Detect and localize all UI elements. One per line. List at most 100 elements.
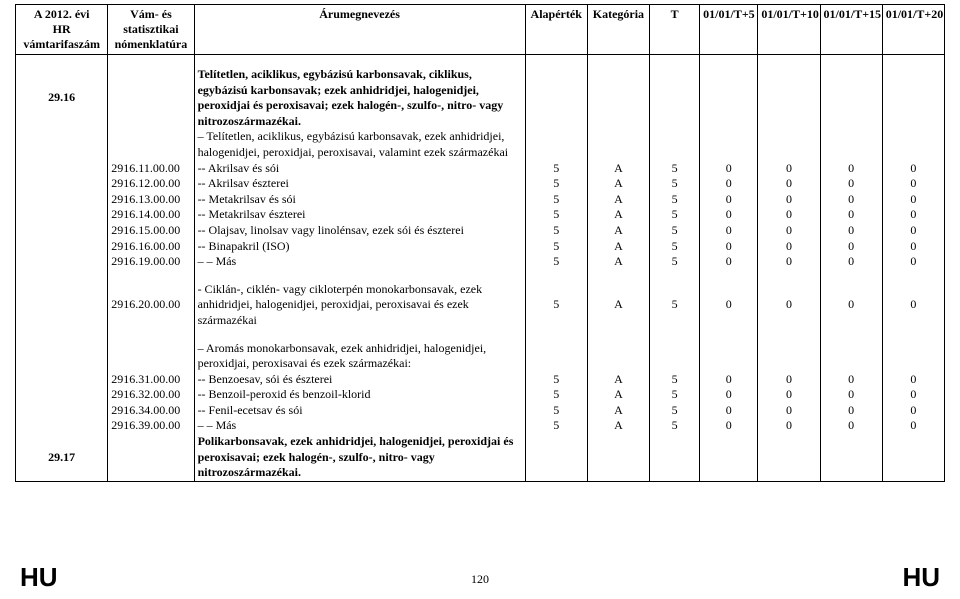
t20: 0 xyxy=(882,403,944,419)
tariff-page: A 2012. évi HR vámtarifaszám Vám- és sta… xyxy=(0,4,960,599)
t: 5 xyxy=(650,418,700,434)
val: 5 xyxy=(525,223,587,239)
t20: 0 xyxy=(882,372,944,388)
t: 5 xyxy=(650,282,700,329)
t: 5 xyxy=(650,254,700,270)
val: 5 xyxy=(525,403,587,419)
t: 5 xyxy=(650,223,700,239)
desc: -- Akrilsav és sói xyxy=(194,161,525,177)
t5: 0 xyxy=(700,239,758,255)
cat: A xyxy=(587,282,649,329)
section-subtitle: – Aromás monokarbonsavak, ezek anhidridj… xyxy=(194,341,525,372)
footer-page-number: 120 xyxy=(0,572,960,587)
t20: 0 xyxy=(882,161,944,177)
t10: 0 xyxy=(758,192,820,208)
t5: 0 xyxy=(700,418,758,434)
col-t15: 01/01/T+15 xyxy=(820,5,882,55)
spacer xyxy=(16,329,945,341)
table-row: 2916.19.00.00 – – Más 5 A 5 0 0 0 0 xyxy=(16,254,945,270)
desc: -- Binapakril (ISO) xyxy=(194,239,525,255)
t5: 0 xyxy=(700,223,758,239)
table-row: 2916.11.00.00 -- Akrilsav és sói 5 A 5 0… xyxy=(16,161,945,177)
table-row: 2916.13.00.00 -- Metakrilsav és sói 5 A … xyxy=(16,192,945,208)
t5: 0 xyxy=(700,254,758,270)
cat: A xyxy=(587,372,649,388)
col-val: Alapérték xyxy=(525,5,587,55)
t20: 0 xyxy=(882,254,944,270)
t15: 0 xyxy=(820,239,882,255)
nom-code: 2916.20.00.00 xyxy=(108,282,194,329)
t10: 0 xyxy=(758,254,820,270)
nom-code: 2916.13.00.00 xyxy=(108,192,194,208)
nom-code: 2916.34.00.00 xyxy=(108,403,194,419)
t15: 0 xyxy=(820,223,882,239)
val: 5 xyxy=(525,254,587,270)
desc: -- Fenil-ecetsav és sói xyxy=(194,403,525,419)
t: 5 xyxy=(650,207,700,223)
val: 5 xyxy=(525,207,587,223)
section-sub-row: – Aromás monokarbonsavak, ezek anhidridj… xyxy=(16,341,945,372)
cat: A xyxy=(587,403,649,419)
footer-lang-right: HU xyxy=(902,562,940,593)
t15: 0 xyxy=(820,282,882,329)
desc: -- Olajsav, linolsav vagy linolénsav, ez… xyxy=(194,223,525,239)
t15: 0 xyxy=(820,161,882,177)
cat: A xyxy=(587,207,649,223)
nom-code: 2916.15.00.00 xyxy=(108,223,194,239)
col-t10: 01/01/T+10 xyxy=(758,5,820,55)
section-sub-row: – Telítetlen, aciklikus, egybázisú karbo… xyxy=(16,129,945,160)
t15: 0 xyxy=(820,207,882,223)
nom-code: 2916.16.00.00 xyxy=(108,239,194,255)
table-row: 2916.16.00.00 -- Binapakril (ISO) 5 A 5 … xyxy=(16,239,945,255)
table-row: 2916.39.00.00 – – Más 5 A 5 0 0 0 0 xyxy=(16,418,945,434)
t5: 0 xyxy=(700,387,758,403)
cat: A xyxy=(587,239,649,255)
t10: 0 xyxy=(758,282,820,329)
t5: 0 xyxy=(700,403,758,419)
table-row: 2916.31.00.00 -- Benzoesav, sói és észte… xyxy=(16,372,945,388)
spacer xyxy=(16,55,945,68)
cell xyxy=(108,67,194,129)
desc: -- Akrilsav észterei xyxy=(194,176,525,192)
t5: 0 xyxy=(700,161,758,177)
desc: -- Benzoil-peroxid és benzoil-klorid xyxy=(194,387,525,403)
t15: 0 xyxy=(820,418,882,434)
table-row: 2916.34.00.00 -- Fenil-ecetsav és sói 5 … xyxy=(16,403,945,419)
t20: 0 xyxy=(882,418,944,434)
t20: 0 xyxy=(882,223,944,239)
cat: A xyxy=(587,161,649,177)
val: 5 xyxy=(525,192,587,208)
t15: 0 xyxy=(820,372,882,388)
val: 5 xyxy=(525,161,587,177)
cat: A xyxy=(587,418,649,434)
t: 5 xyxy=(650,176,700,192)
desc: - Ciklán-, ciklén- vagy cikloterpén mono… xyxy=(194,282,525,329)
section-title: Telítetlen, aciklikus, egybázisú karbons… xyxy=(194,67,525,129)
table-row: 2916.12.00.00 -- Akrilsav észterei 5 A 5… xyxy=(16,176,945,192)
t10: 0 xyxy=(758,207,820,223)
t15: 0 xyxy=(820,176,882,192)
table-row: 2916.14.00.00 -- Metakrilsav észterei 5 … xyxy=(16,207,945,223)
tariff-table: A 2012. évi HR vámtarifaszám Vám- és sta… xyxy=(15,4,945,482)
t15: 0 xyxy=(820,387,882,403)
t10: 0 xyxy=(758,387,820,403)
table-row: 2916.15.00.00 -- Olajsav, linolsav vagy … xyxy=(16,223,945,239)
t: 5 xyxy=(650,372,700,388)
section-heading-row: 29.17 Polikarbonsavak, ezek anhidridjei,… xyxy=(16,434,945,481)
col-cat: Kategória xyxy=(587,5,649,55)
nom-code: 2916.31.00.00 xyxy=(108,372,194,388)
section-heading-row: 29.16 Telítetlen, aciklikus, egybázisú k… xyxy=(16,67,945,129)
val: 5 xyxy=(525,239,587,255)
t5: 0 xyxy=(700,192,758,208)
col-t: T xyxy=(650,5,700,55)
col-hr: A 2012. évi HR vámtarifaszám xyxy=(16,5,108,55)
t20: 0 xyxy=(882,387,944,403)
t5: 0 xyxy=(700,282,758,329)
table-row: 2916.20.00.00 - Ciklán-, ciklén- vagy ci… xyxy=(16,282,945,329)
cat: A xyxy=(587,254,649,270)
cat: A xyxy=(587,223,649,239)
desc: – – Más xyxy=(194,254,525,270)
nom-code: 2916.14.00.00 xyxy=(108,207,194,223)
cat: A xyxy=(587,176,649,192)
val: 5 xyxy=(525,387,587,403)
